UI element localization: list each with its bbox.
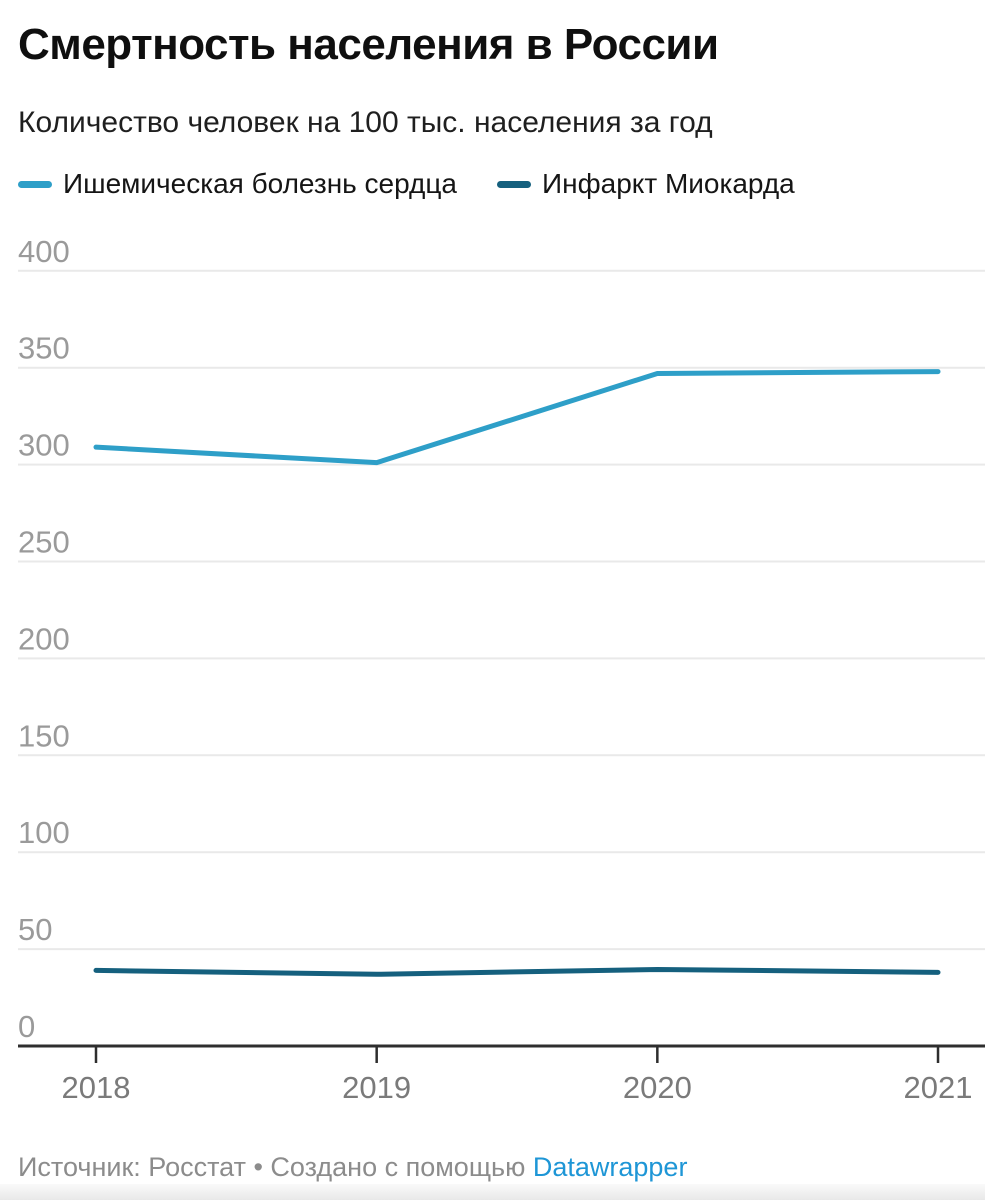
svg-text:2020: 2020 [623,1070,692,1105]
svg-text:250: 250 [18,525,70,560]
legend-label-infarction: Инфаркт Миокарда [542,168,795,199]
chart-title: Смертность населения в России [18,20,719,69]
svg-text:400: 400 [18,234,70,269]
svg-text:2021: 2021 [904,1070,973,1105]
legend-item-infarction: Инфаркт Миокарда [497,170,795,198]
legend: Ишемическая болезнь сердца Инфаркт Миока… [18,170,969,198]
bottom-edge-strip [0,1184,985,1200]
svg-text:100: 100 [18,815,70,850]
svg-text:300: 300 [18,428,70,463]
svg-text:2019: 2019 [342,1070,411,1105]
legend-swatch-ischemic-icon [18,180,52,188]
footer-source-text: Источник: Росстат • Создано с помощью [18,1152,533,1182]
svg-text:200: 200 [18,621,70,656]
chart-subtitle: Количество человек на 100 тыс. населения… [18,106,713,139]
svg-text:2018: 2018 [62,1070,131,1105]
legend-swatch-infarction-icon [497,180,531,188]
svg-text:150: 150 [18,718,70,753]
svg-text:50: 50 [18,912,52,947]
svg-text:350: 350 [18,331,70,366]
legend-item-ischemic: Ишемическая болезнь сердца [18,170,457,198]
svg-text:0: 0 [18,1009,35,1044]
legend-label-ischemic: Ишемическая болезнь сердца [63,168,457,199]
footer: Источник: Росстат • Создано с помощью Da… [18,1151,969,1183]
datawrapper-link[interactable]: Datawrapper [532,1152,688,1182]
